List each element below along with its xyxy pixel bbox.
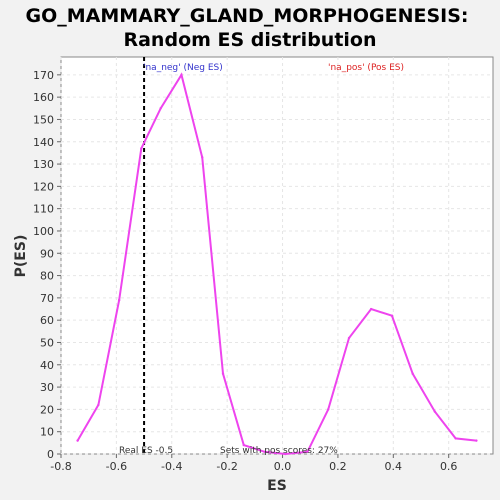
data-point — [306, 450, 309, 453]
y-axis-label: P(ES) — [13, 235, 29, 278]
data-point — [242, 443, 245, 447]
data-point — [263, 450, 266, 453]
data-point — [369, 307, 373, 311]
y-tick-label: 10 — [40, 426, 54, 439]
x-tick-label: 0.6 — [440, 460, 458, 473]
chart-title-line1: GO_MAMMARY_GLAND_MORPHOGENESIS: — [26, 5, 469, 27]
data-point — [97, 403, 100, 407]
y-tick-label: 130 — [33, 158, 54, 171]
data-point — [201, 156, 204, 159]
x-tick-label: -0.6 — [106, 460, 127, 473]
y-tick-label: 70 — [40, 292, 54, 305]
data-point — [390, 314, 394, 317]
y-tick-label: 160 — [33, 91, 54, 104]
neg-es-label: 'na_neg' (Neg ES) — [143, 63, 223, 73]
data-point — [433, 410, 437, 413]
x-tick-label: 0.2 — [329, 460, 347, 473]
x-tick-label: -0.4 — [161, 460, 182, 473]
data-point — [180, 73, 183, 77]
x-tick-label: 0.0 — [274, 460, 292, 473]
y-tick-label: 150 — [33, 113, 54, 126]
y-tick-label: 90 — [40, 247, 54, 260]
y-tick-label: 30 — [40, 381, 54, 394]
y-tick-label: 110 — [33, 203, 54, 216]
series-points — [76, 73, 478, 456]
y-tick-label: 100 — [33, 225, 54, 238]
data-point — [454, 437, 457, 440]
y-tick-label: 50 — [40, 336, 54, 349]
x-axis-label: ES — [267, 478, 287, 494]
data-point — [159, 107, 162, 110]
y-tick-label: 60 — [40, 314, 54, 327]
y-tick-label: 40 — [40, 359, 54, 372]
y-tick-label: 120 — [33, 180, 54, 193]
y-tick-label: 20 — [40, 403, 54, 416]
data-point — [117, 298, 121, 302]
y-tick-label: 80 — [40, 270, 54, 283]
grid-lines — [60, 57, 493, 455]
chart-title-line2: Random ES distribution — [123, 29, 376, 51]
pos-es-label: 'na_pos' (Pos ES) — [328, 63, 404, 73]
x-tick-label: 0.4 — [385, 460, 403, 473]
x-tick-label: -0.8 — [50, 460, 71, 473]
y-tick-label: 0 — [47, 448, 54, 461]
x-tick-label: -0.2 — [216, 460, 237, 473]
data-point — [221, 372, 225, 375]
y-tick-label: 170 — [33, 69, 54, 82]
y-axis-ticks: 0 10 20 30 40 50 60 70 80 90 100 110 120 130 140 150 160… — [33, 69, 61, 461]
data-point — [411, 372, 414, 375]
data-point — [284, 452, 287, 456]
data-point — [140, 147, 143, 150]
x-axis-ticks: -0.8 -0.6 -0.4 -0.2 0.0 0.2 0.4 0.6 — [50, 454, 457, 473]
data-point — [347, 336, 351, 340]
data-point — [475, 439, 478, 442]
data-point — [327, 408, 330, 411]
real-es-label: Real ES -0.5 — [119, 446, 173, 456]
data-point — [76, 439, 79, 442]
es-distribution-line — [76, 72, 477, 456]
y-tick-label: 140 — [33, 136, 54, 149]
pos-scores-label: Sets with pos scores: 27% — [220, 446, 338, 456]
